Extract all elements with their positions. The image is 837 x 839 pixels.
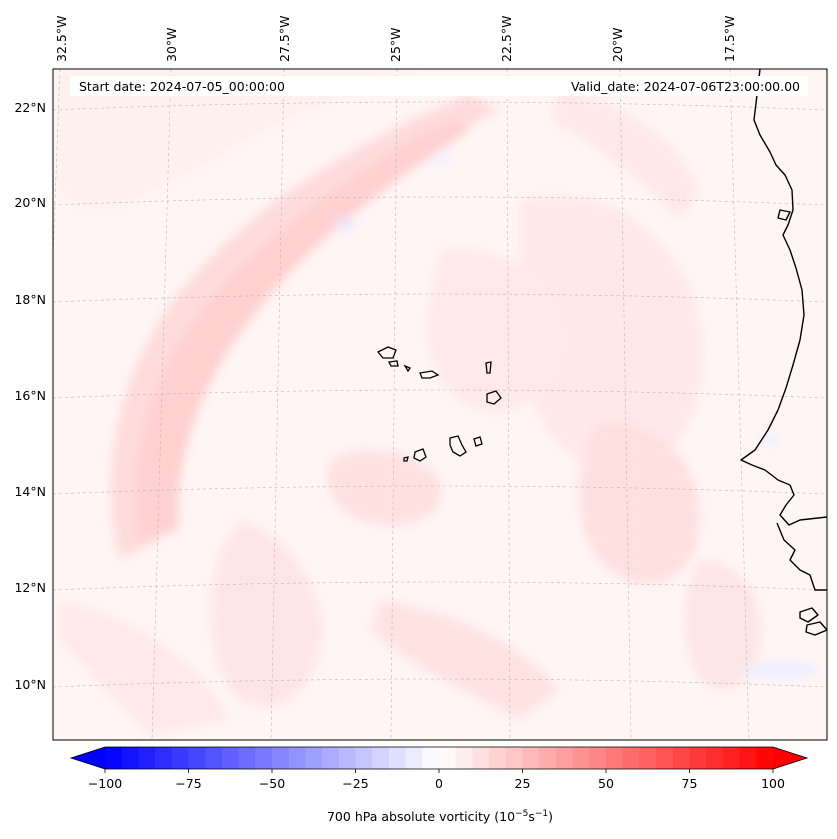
lon-label: 20°W bbox=[610, 27, 625, 62]
colorbar-segment bbox=[722, 747, 741, 769]
colorbar-segment bbox=[305, 747, 323, 769]
colorbar-segment bbox=[422, 747, 440, 769]
colorbar-tick-label: 25 bbox=[515, 776, 531, 791]
colorbar-segment bbox=[522, 747, 540, 769]
colorbar-segment bbox=[539, 747, 557, 769]
colorbar-tick-label: 50 bbox=[598, 776, 614, 791]
graticule bbox=[53, 69, 827, 740]
colorbar-segment bbox=[272, 747, 290, 769]
colorbar-segment bbox=[121, 747, 139, 769]
lon-label: 17.5°W bbox=[722, 16, 737, 62]
lat-label: 12°N bbox=[14, 580, 46, 595]
colorbar-tick-label: −25 bbox=[342, 776, 368, 791]
colorbar-segment bbox=[238, 747, 256, 769]
colorbar-segment bbox=[355, 747, 373, 769]
colorbar-segment bbox=[489, 747, 507, 769]
colorbar-segment bbox=[572, 747, 590, 769]
colorbar-segment bbox=[288, 747, 306, 769]
colorbar-segment bbox=[606, 747, 624, 769]
colorbar-segment bbox=[706, 747, 724, 769]
map-frame bbox=[52, 68, 828, 741]
colorbar-segment bbox=[639, 747, 657, 769]
colorbar-tick-label: 100 bbox=[761, 776, 785, 791]
colorbar-segment bbox=[756, 747, 774, 769]
colorbar-segment bbox=[505, 747, 524, 769]
colorbar-tick-label: −50 bbox=[259, 776, 285, 791]
lon-label: 22.5°W bbox=[499, 16, 514, 62]
colorbar-segment bbox=[672, 747, 691, 769]
colorbar-tick-label: −75 bbox=[175, 776, 201, 791]
lon-label: 27.5°W bbox=[277, 16, 292, 62]
colorbar-segment bbox=[472, 747, 490, 769]
colorbar-segment bbox=[455, 747, 473, 769]
africa-coastline bbox=[740, 69, 827, 636]
longitude-labels: 32.5°W 30°W 27.5°W 25°W 22.5°W 20°W 17.5… bbox=[54, 16, 737, 62]
colorbar-segment bbox=[338, 747, 357, 769]
colorbar-segment bbox=[105, 747, 123, 769]
colorbar-segment bbox=[739, 747, 757, 769]
colorbar-segment bbox=[171, 747, 190, 769]
colorbar-label: 700 hPa absolute vorticity (10−5s−1) bbox=[327, 809, 553, 824]
lon-label: 30°W bbox=[164, 27, 179, 62]
colorbar-segment bbox=[388, 747, 407, 769]
lat-label: 20°N bbox=[14, 195, 46, 210]
vorticity-field bbox=[55, 70, 820, 735]
lat-label: 16°N bbox=[14, 388, 46, 403]
colorbar-segment bbox=[205, 747, 223, 769]
colorbar-segment bbox=[155, 747, 173, 769]
lon-label: 25°W bbox=[388, 27, 403, 62]
latitude-labels: 22°N 20°N 18°N 16°N 14°N 12°N 10°N bbox=[14, 100, 46, 692]
colorbar-segment bbox=[689, 747, 707, 769]
colorbar-segment bbox=[622, 747, 640, 769]
colorbar-segment bbox=[221, 747, 240, 769]
valid-date-label: Valid_date: 2024-07-06T23:00:00.00 bbox=[571, 79, 800, 94]
colorbar-segment bbox=[656, 747, 674, 769]
colorbar-segment bbox=[439, 747, 457, 769]
colorbar-extend-max bbox=[773, 747, 807, 769]
lat-label: 10°N bbox=[14, 677, 46, 692]
colorbar-segment bbox=[255, 747, 273, 769]
colorbar: −100 −75 −50 −25 0 25 50 75 100 700 hPa absolute… bbox=[69, 746, 809, 824]
lat-label: 14°N bbox=[14, 484, 46, 499]
start-date-label: Start date: 2024-07-05_00:00:00 bbox=[79, 79, 285, 94]
colorbar-segment bbox=[555, 747, 574, 769]
lon-label: 32.5°W bbox=[54, 16, 69, 62]
header-strip bbox=[70, 76, 808, 96]
colorbar-tick-label: 75 bbox=[682, 776, 698, 791]
colorbar-segment bbox=[188, 747, 206, 769]
lat-label: 18°N bbox=[14, 292, 46, 307]
colorbar-extend-min bbox=[71, 747, 105, 769]
lat-label: 22°N bbox=[14, 100, 46, 115]
colorbar-segment bbox=[322, 747, 340, 769]
colorbar-segment bbox=[372, 747, 390, 769]
colorbar-segment bbox=[138, 747, 156, 769]
colorbar-tick-label: −100 bbox=[88, 776, 122, 791]
colorbar-segment bbox=[405, 747, 423, 769]
cape-verde-islands bbox=[376, 346, 502, 462]
colorbar-segment bbox=[589, 747, 607, 769]
colorbar-tick-label: 0 bbox=[435, 776, 443, 791]
